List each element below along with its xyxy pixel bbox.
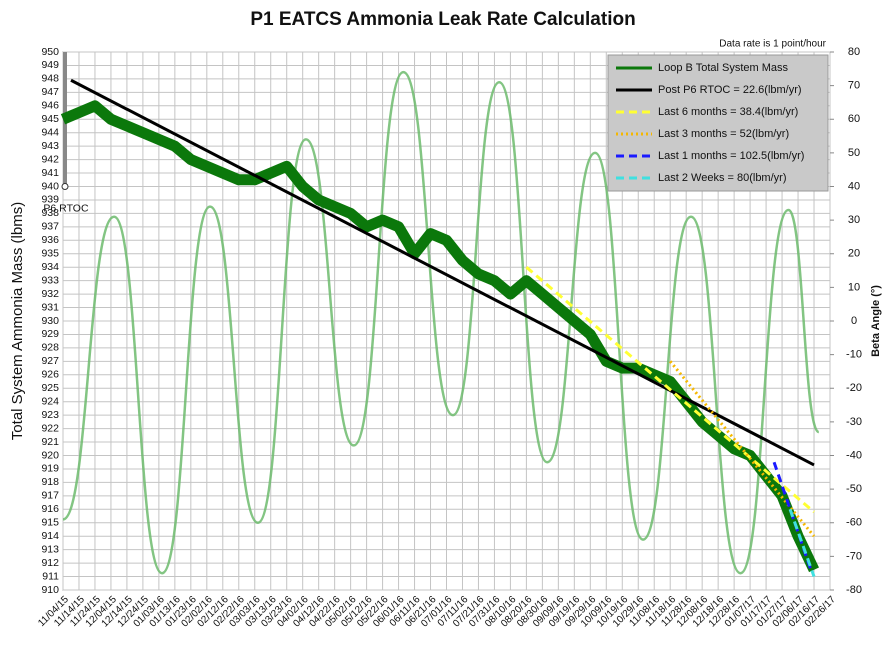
y-tick-label: 912 (41, 557, 59, 569)
y-tick-label: 937 (41, 221, 59, 233)
y-tick-label: 941 (41, 167, 59, 179)
y2-tick-label: 20 (848, 248, 860, 260)
legend-label: Post P6 RTOC = 22.6(lbm/yr) (658, 84, 802, 96)
series-line (70, 78, 815, 467)
y-tick-label: 920 (41, 449, 59, 461)
legend-label: Last 3 months = 52(lbm/yr) (658, 128, 789, 140)
y-tick-label: 936 (41, 234, 59, 246)
y-tick-label: 939 (41, 194, 59, 206)
y-tick-label: 944 (41, 126, 59, 138)
y-tick-label: 931 (41, 301, 59, 313)
series-line (788, 508, 816, 578)
y-tick-label: 946 (41, 100, 59, 112)
marker-point (61, 183, 69, 190)
y-tick-label: 948 (41, 73, 59, 85)
series-line (525, 266, 815, 514)
y-tick-label: 910 (41, 584, 59, 596)
y-tick-label: 916 (41, 503, 59, 515)
marker-label: P6 RTOC (43, 202, 89, 214)
y-tick-label: 918 (41, 476, 59, 488)
y2-tick-label: 10 (848, 281, 860, 293)
y-tick-label: 913 (41, 543, 59, 555)
series-line (62, 70, 821, 575)
annotation: Data rate is 1 point/hour (719, 39, 826, 50)
y-tick-label: 947 (41, 86, 59, 98)
y2-tick-label: -50 (846, 483, 862, 495)
y-tick-label: 915 (41, 517, 59, 529)
y-tick-label: 914 (41, 530, 59, 542)
y-tick-label: 923 (41, 409, 59, 421)
y-tick-label: 949 (41, 59, 59, 71)
y-tick-label: 934 (41, 261, 59, 273)
y-tick-label: 926 (41, 369, 59, 381)
y-tick-label: 943 (41, 140, 59, 152)
y-tick-label: 921 (41, 436, 59, 448)
chart-title: P1 EATCS Ammonia Leak Rate Calculation (250, 9, 635, 30)
y2-tick-label: 0 (851, 315, 857, 327)
y2-tick-label: 70 (848, 80, 860, 92)
legend-label: Last 2 Weeks = 80(lbm/yr) (658, 172, 786, 184)
y2-tick-label: -80 (846, 584, 862, 596)
y-tick-label: 929 (41, 328, 59, 340)
y-tick-label: 922 (41, 422, 59, 434)
y2-tick-label: 60 (848, 113, 860, 125)
y2-tick-label: -70 (846, 550, 862, 562)
y-tick-label: 945 (41, 113, 59, 125)
y-tick-label: 925 (41, 382, 59, 394)
y2-axis-label: Beta Angle (°) (870, 285, 882, 357)
legend-label: Last 1 months = 102.5(lbm/yr) (658, 150, 804, 162)
y-tick-label: 932 (41, 288, 59, 300)
legend-label: Loop B Total System Mass (658, 62, 789, 74)
y-axis-label: Total System Ammonia Mass (lbms) (9, 202, 26, 440)
y-tick-label: 933 (41, 274, 59, 286)
y2-tick-label: -40 (846, 449, 862, 461)
y-tick-label: 930 (41, 315, 59, 327)
y2-tick-label: 50 (848, 147, 860, 159)
y-tick-label: 917 (41, 490, 59, 502)
y2-tick-label: 40 (848, 180, 860, 192)
legend-box (607, 54, 829, 192)
y2-tick-label: 30 (848, 214, 860, 226)
legend-label: Last 6 months = 38.4(lbm/yr) (658, 106, 798, 118)
y2-tick-label: -10 (846, 349, 862, 361)
y2-tick-label: -30 (846, 416, 862, 428)
y2-tick-label: -60 (846, 517, 862, 529)
y-tick-label: 919 (41, 463, 59, 475)
y-tick-label: 928 (41, 342, 59, 354)
y2-tick-label: -20 (846, 382, 862, 394)
y-tick-label: 935 (41, 248, 59, 260)
y-tick-label: 942 (41, 153, 59, 165)
y-tick-label: 938 (41, 207, 59, 219)
y-tick-label: 911 (42, 570, 59, 582)
y-tick-label: 950 (41, 46, 59, 58)
y2-tick-label: 80 (848, 46, 860, 58)
y-tick-label: 924 (41, 395, 59, 407)
y-tick-label: 940 (41, 180, 59, 192)
y-tick-label: 927 (41, 355, 59, 367)
